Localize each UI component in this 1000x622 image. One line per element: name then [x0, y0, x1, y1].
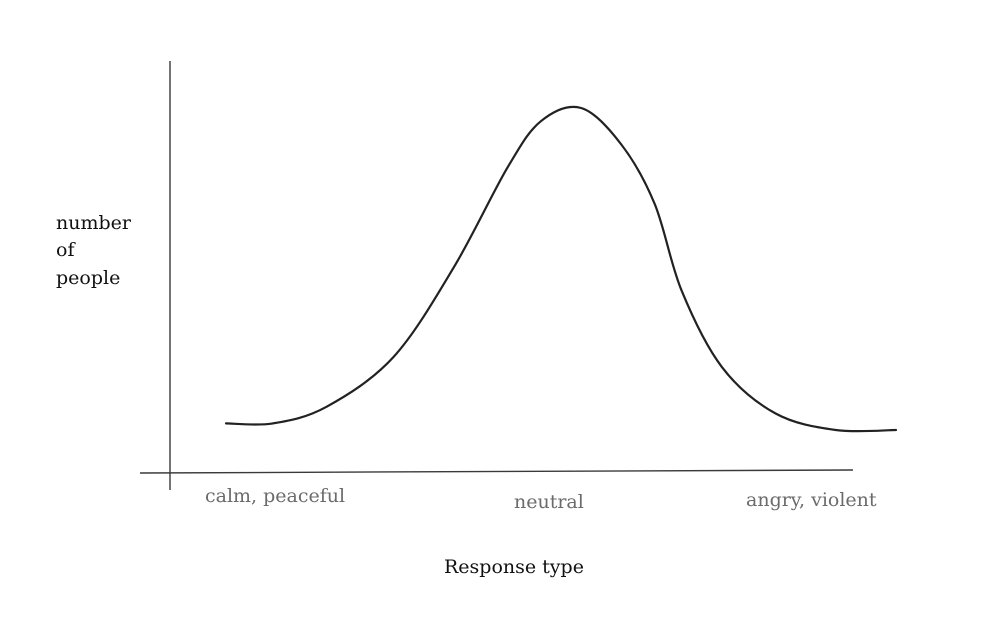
tick-label-neutral: neutral: [514, 491, 584, 513]
series-curve: [224, 105, 898, 433]
y-axis-label-line-1: number: [56, 212, 132, 234]
tick-label-angry: angry, violent: [746, 489, 877, 511]
x-axis: [139, 469, 854, 474]
y-axis-label-line-2: of: [56, 239, 76, 261]
y-axis-label: number of people: [56, 212, 137, 289]
tick-label-calm: calm, peaceful: [205, 485, 345, 507]
y-axis-label-line-3: people: [56, 267, 120, 289]
x-axis-label: Response type: [444, 556, 584, 578]
